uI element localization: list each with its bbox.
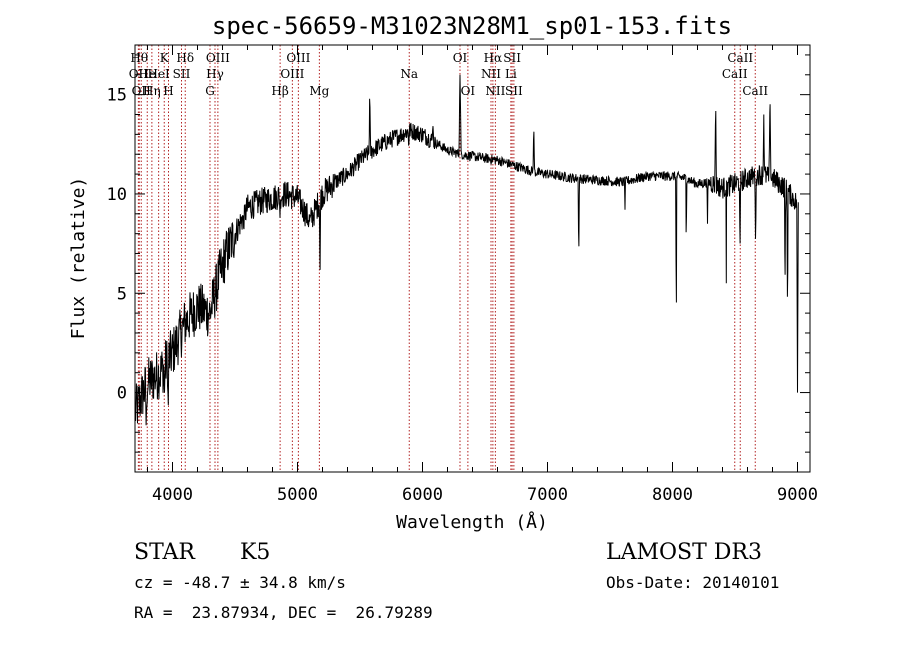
reference-line-label: Na [400,67,418,81]
reference-line-label: H [163,84,173,98]
reference-line-label: SII [505,84,523,98]
reference-line-label: OIII [206,51,230,65]
spectrum-layer [134,74,799,426]
object-class: STAR [134,540,195,565]
reference-line-label: SII [173,67,191,81]
reference-line-label: OIII [286,51,310,65]
reference-line-label: SII [503,51,521,65]
plot-frame [134,44,811,473]
y-axis-label: Flux (relative) [68,177,89,340]
reference-line-label: OI [461,84,476,98]
reference-line-label: NII [481,67,501,81]
reference-line-label: Hδ [176,51,194,65]
reference-line-label: CaII [742,84,768,98]
x-tick-label: 9000 [777,485,818,505]
sky-coordinates: RA = 23.87934, DEC = 26.79289 [134,603,433,622]
x-axis-ticks: 4000 5000 6000 7000 8000 9000 [147,45,818,505]
reference-line-label: He [138,67,156,81]
reference-line-label: K [160,51,170,65]
chart-title: spec-56659-M31023N28M1_sp01-153.fits [212,12,732,40]
reference-line-label: Li [505,67,517,81]
reference-line-label: CaII [727,51,753,65]
y-tick-label: 15 [107,86,127,106]
reference-line-label: G [205,84,215,98]
y-tick-label: 0 [117,384,127,404]
object-subclass: K5 [240,540,271,565]
observation-date: Obs-Date: 20140101 [606,573,780,592]
x-tick-label: 7000 [527,485,568,505]
reference-line-labels: HθOIIOIIHeHηHeIKHSIIHδGHγOIIIHβOIIIOIIIM… [129,51,769,98]
reference-line-label: NII [485,84,505,98]
reference-line-label: Hθ [130,51,148,65]
spectrum-line [134,74,799,426]
survey-name: LAMOST DR3 [606,540,762,565]
redshift-velocity: cz = -48.7 ± 34.8 km/s [134,573,346,592]
x-tick-label: 5000 [277,485,318,505]
reference-line-label: Mg [309,84,329,98]
reference-line-label: OII [129,67,149,81]
x-tick-label: 4000 [152,485,193,505]
reference-line-label: OIII [280,67,304,81]
reference-line-label: HeI [147,67,170,81]
reference-line-label: Hη [143,84,161,98]
reference-line-label: OI [453,51,468,65]
reference-line-label: Hα [484,51,503,65]
reference-line-label: Hγ [206,67,224,81]
y-tick-label: 5 [117,284,127,304]
reference-line-label: CaII [722,67,748,81]
reference-line-label: Hβ [271,84,288,98]
x-tick-label: 6000 [402,485,443,505]
y-tick-label: 10 [107,185,127,205]
x-axis-label: Wavelength (Å) [396,511,548,533]
x-tick-label: 8000 [652,485,693,505]
reference-lines [137,45,756,472]
y-axis-ticks: 0 5 10 15 [107,54,810,473]
